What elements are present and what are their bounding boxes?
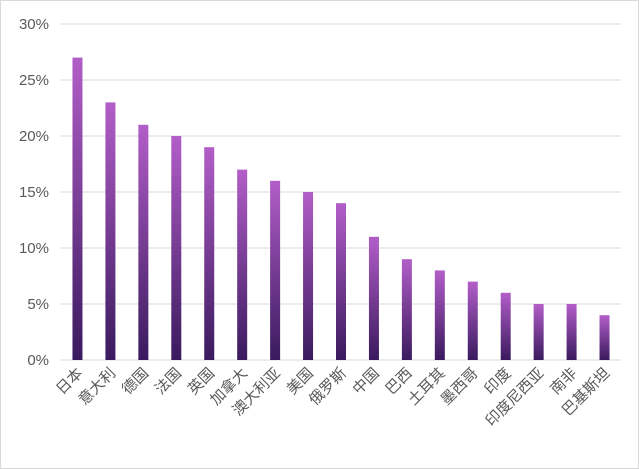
bar-0	[72, 57, 83, 360]
bar-8	[336, 203, 346, 360]
bar-2	[138, 124, 149, 360]
x-category-label: 中国	[349, 364, 383, 398]
bar-6	[270, 180, 281, 360]
x-category-label: 俄罗斯	[305, 364, 350, 409]
y-tick-label: 15%	[19, 184, 49, 201]
y-tick-label: 10%	[19, 240, 49, 257]
bar-11	[434, 270, 445, 360]
x-category-label: 德国	[118, 364, 152, 398]
x-category-label: 法国	[151, 364, 185, 398]
x-axis-labels: 日本意大利德国法国英国加拿大澳大利亚美国俄罗斯中国巴西土耳其墨西哥印度印度尼西亚…	[52, 364, 613, 430]
bar-13	[500, 292, 511, 360]
bar-4	[204, 147, 215, 360]
bar-15	[566, 304, 577, 360]
bar-10	[401, 259, 412, 360]
bar-16	[599, 315, 610, 360]
x-category-label: 意大利	[75, 364, 120, 409]
y-tick-label: 5%	[27, 296, 49, 313]
y-tick-label: 20%	[19, 128, 49, 145]
bar-14	[533, 304, 544, 360]
y-tick-label: 0%	[27, 352, 49, 369]
bar-1	[105, 102, 116, 361]
bar-7	[303, 192, 314, 360]
bar-5	[237, 169, 248, 360]
bars	[72, 57, 610, 361]
y-tick-label: 25%	[19, 72, 49, 89]
y-tick-label: 30%	[19, 16, 49, 33]
y-axis-ticks: 0% 5% 10% 15% 20% 25% 30%	[19, 16, 49, 369]
bar-12	[467, 281, 478, 360]
bar-9	[368, 236, 379, 360]
bar-3	[171, 136, 182, 360]
x-category-label: 墨西哥	[437, 364, 482, 409]
